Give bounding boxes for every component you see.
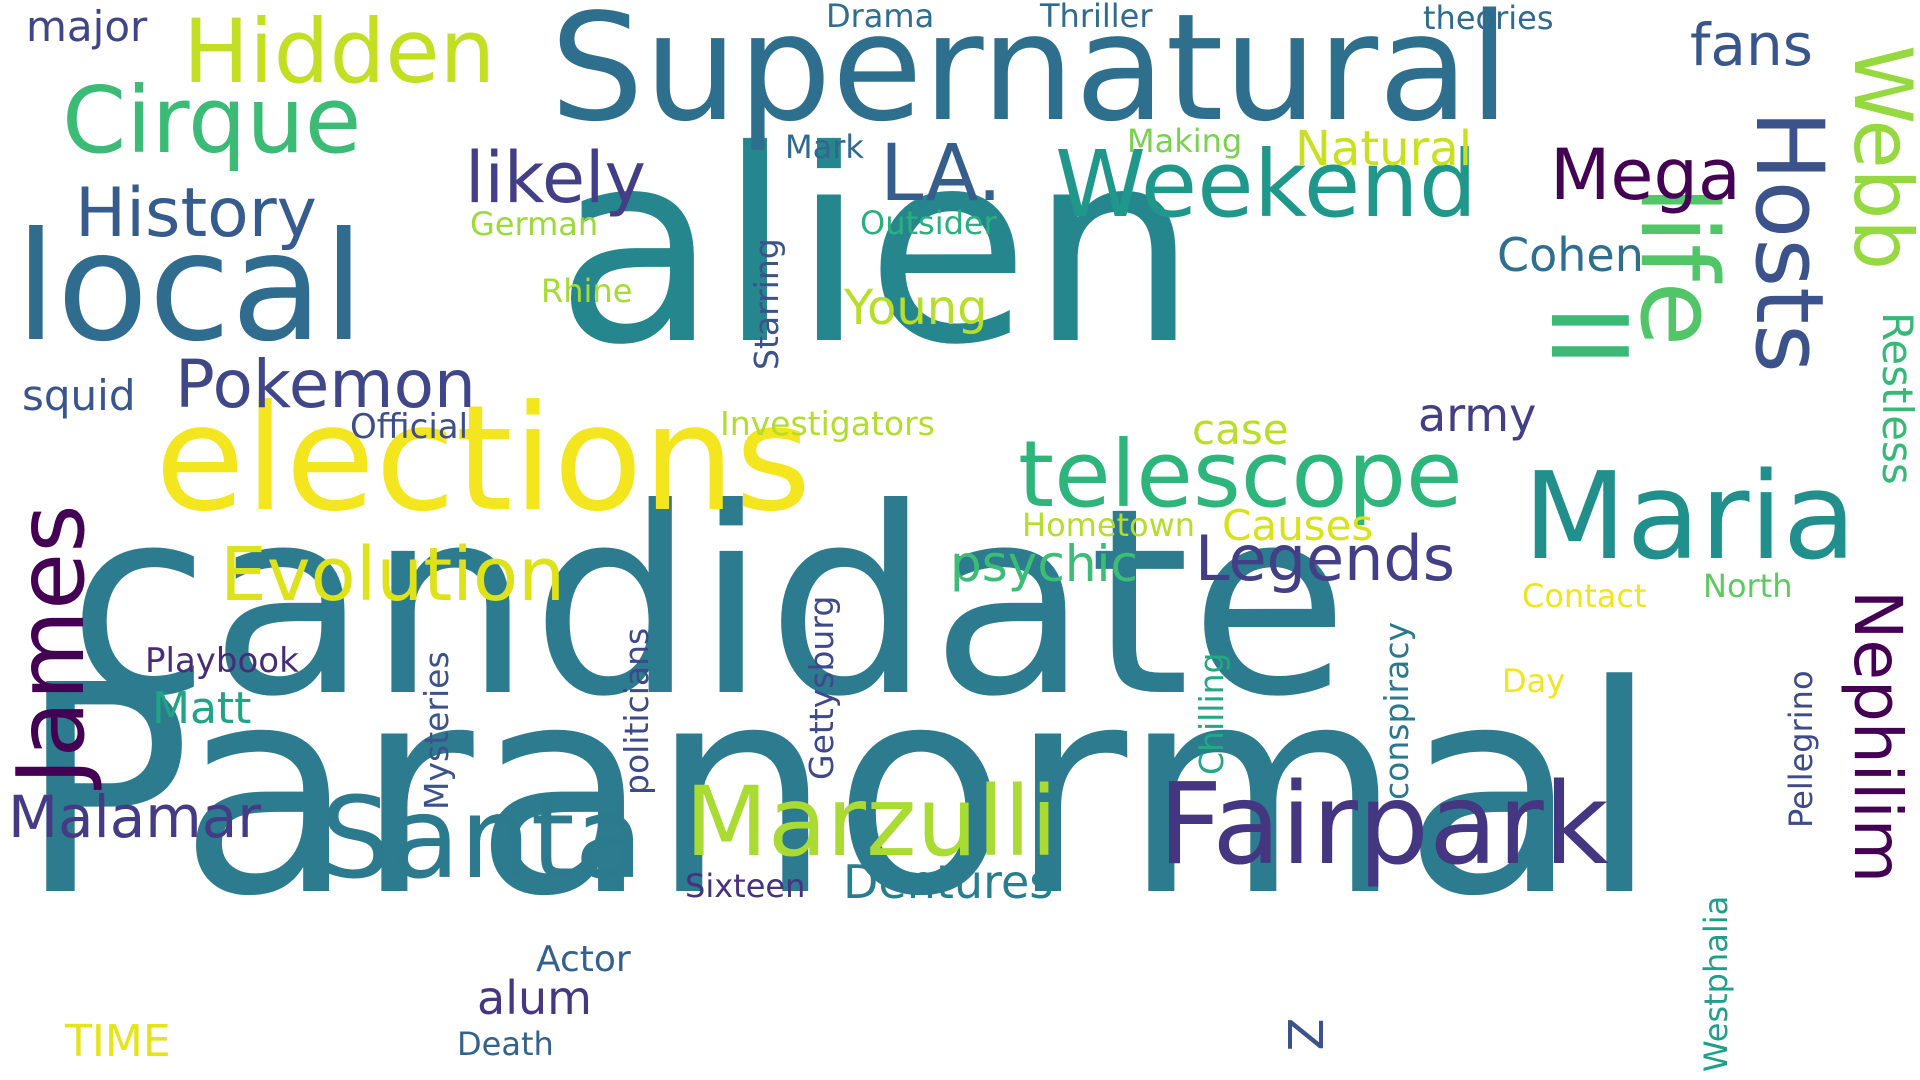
word-official: Official xyxy=(350,407,469,447)
word-causes: Causes xyxy=(1222,501,1374,550)
word-alien: alien xyxy=(555,93,1199,403)
word-mega: Mega xyxy=(1550,134,1741,216)
word-major: major xyxy=(26,2,148,51)
word-fans: fans xyxy=(1690,11,1813,79)
word-matt: Matt xyxy=(152,683,252,734)
word-elections: elections xyxy=(155,374,812,544)
word-german: German xyxy=(470,205,599,243)
word-making: Making xyxy=(1127,122,1243,160)
word-time: TIME xyxy=(65,1016,171,1067)
word-marzulli: Marzulli xyxy=(685,766,1058,878)
word-mark: Mark xyxy=(785,128,864,166)
word-investigators: Investigators xyxy=(720,404,935,443)
word-maria: Maria xyxy=(1523,448,1857,587)
word-pellegrino: Pellegrino xyxy=(1782,670,1820,828)
word-supernatural: Supernatural xyxy=(550,0,1510,154)
word-nephilim: Nephilim xyxy=(1839,590,1916,884)
word-evolution: Evolution xyxy=(220,532,566,618)
word-ii: II xyxy=(1527,305,1649,367)
word-pokemon: Pokemon xyxy=(175,346,476,423)
word-outsider: Outsider xyxy=(860,204,997,242)
word-cirque: Cirque xyxy=(62,67,362,174)
word-webb: Webb xyxy=(1836,45,1920,271)
word-thriller: Thriller xyxy=(1040,0,1153,35)
word-army: army xyxy=(1418,388,1537,442)
word-malamar: Malamar xyxy=(8,783,262,851)
word-telescope: telescope xyxy=(1018,421,1463,528)
word-hidden: Hidden xyxy=(183,0,496,103)
word-local: local xyxy=(15,201,365,375)
word-actor: Actor xyxy=(536,939,631,980)
word-paranormal: Paranormal xyxy=(18,624,1660,959)
word-hometown: Hometown xyxy=(1022,506,1196,544)
word-case: case xyxy=(1192,405,1289,454)
word-natural: Natural xyxy=(1295,121,1473,177)
word-cohen: Cohen xyxy=(1497,228,1644,282)
word-alum: alum xyxy=(477,971,592,1025)
word-politicians: politicians xyxy=(617,627,656,795)
word-theories: theories xyxy=(1423,0,1554,37)
word-squid: squid xyxy=(22,371,136,420)
word-santa: Santa xyxy=(320,774,644,904)
word-westphalia: Westphalia xyxy=(1697,895,1735,1072)
word-starring: Starring xyxy=(747,238,786,370)
word-z: Z xyxy=(1276,1018,1332,1051)
word-playbook: Playbook xyxy=(145,641,299,681)
word-history: History xyxy=(75,174,317,253)
word-gettysburg: Gettysburg xyxy=(802,595,841,780)
word-psychic: psychic xyxy=(950,535,1138,593)
word-contact: Contact xyxy=(1522,577,1647,615)
word-restless: Restless xyxy=(1873,312,1920,485)
word-chilling: Chilling xyxy=(1192,652,1231,776)
word-sixteen: Sixteen xyxy=(685,867,806,905)
word-hosts: Hosts xyxy=(1734,110,1843,373)
word-rhine: Rhine xyxy=(541,272,633,310)
word-mysteries: Mysteries xyxy=(417,651,456,810)
word-young: Young xyxy=(844,280,988,336)
word-candidate: candidate xyxy=(68,453,1349,753)
word-north: North xyxy=(1703,567,1793,605)
word-death: Death xyxy=(457,1025,554,1063)
word-weekend: Weekend xyxy=(1055,131,1478,238)
word-fairpark: Fairpark xyxy=(1158,760,1609,890)
word-james: James xyxy=(0,504,105,785)
word-dentures: Dentures xyxy=(843,855,1054,909)
word-likely: likely xyxy=(465,137,646,219)
word-legends: Legends xyxy=(1195,522,1456,595)
word-conspiracy: conspiracy xyxy=(1377,621,1416,800)
word-drama: Drama xyxy=(826,0,935,35)
word-day: Day xyxy=(1502,662,1566,700)
word-la: LA. xyxy=(880,129,1003,219)
